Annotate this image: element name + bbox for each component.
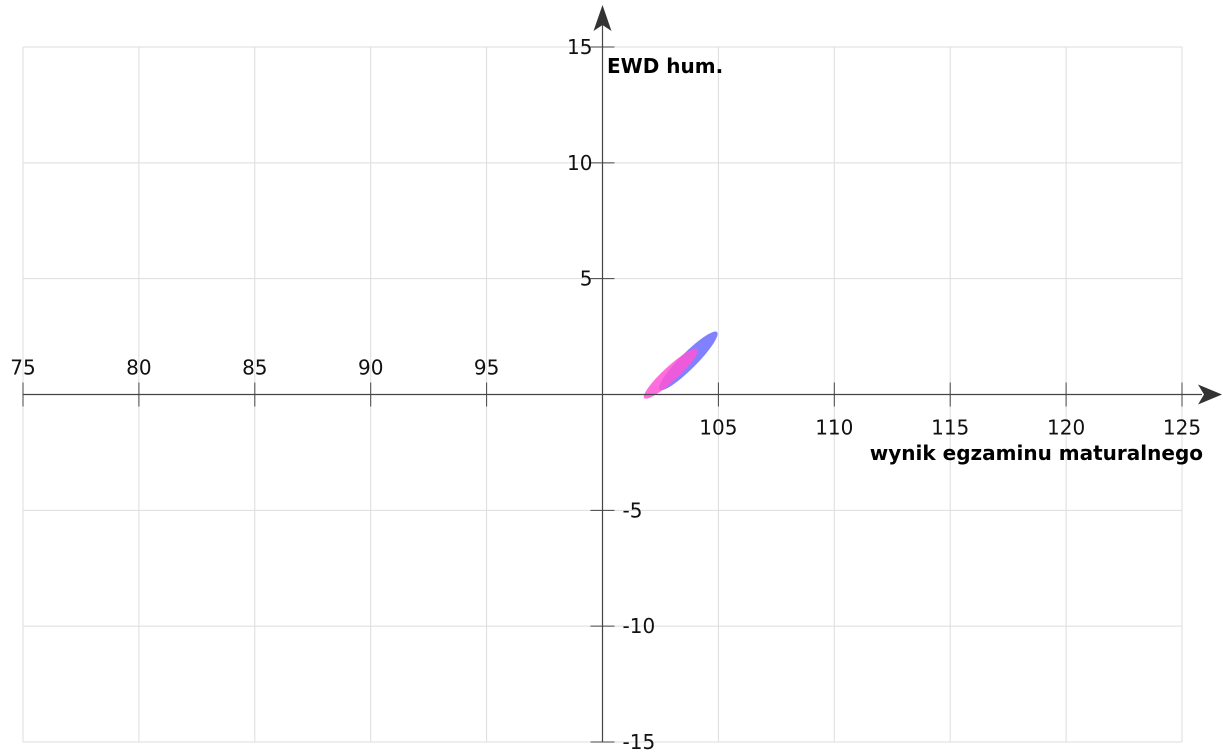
x-tick-label: 115	[931, 416, 969, 440]
ellipse-layer	[643, 331, 718, 399]
x-axis-label: wynik egzaminu maturalnego	[870, 441, 1203, 465]
axes	[22, 5, 1222, 743]
confidence-ellipse-2	[643, 348, 698, 399]
x-tick-label: 85	[242, 356, 267, 380]
y-tick-label: -10	[623, 614, 656, 638]
y-axis-label: EWD hum.	[607, 54, 723, 78]
y-tick-label: 10	[567, 151, 592, 175]
x-axis-arrow	[1198, 384, 1222, 405]
x-tick-label: 80	[126, 356, 151, 380]
x-tick-label: 95	[474, 356, 499, 380]
x-tick-label: 110	[815, 416, 853, 440]
y-tick-label: 15	[567, 35, 592, 59]
y-tick-label: -5	[623, 498, 643, 522]
y-tick-label: 5	[580, 267, 593, 291]
x-tick-label: 105	[699, 416, 737, 440]
x-tick-label: 90	[358, 356, 383, 380]
x-tick-label: 75	[10, 356, 35, 380]
x-tick-label: 125	[1163, 416, 1201, 440]
y-axis-arrow	[593, 5, 612, 31]
y-tick-label: -15	[623, 730, 656, 754]
x-tick-label: 120	[1047, 416, 1085, 440]
